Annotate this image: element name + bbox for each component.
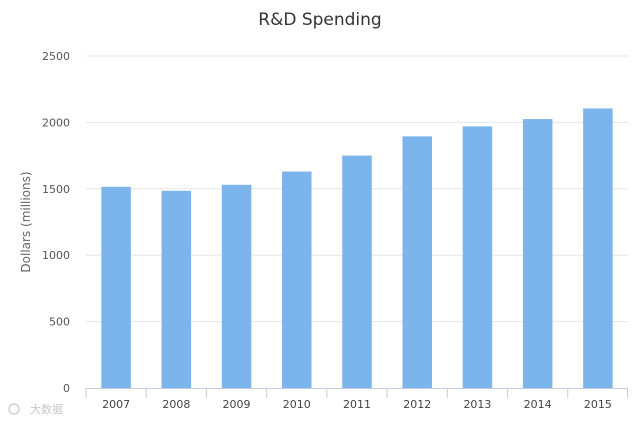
bar-2010 [282,171,312,388]
x-tick-label: 2009 [223,398,251,411]
bar-2013 [462,126,493,388]
watermark-logo-icon [8,403,20,415]
y-tick-label: 2000 [42,116,70,129]
y-tick-label: 1000 [42,249,70,262]
chart-title: R&D Spending [258,10,381,30]
watermark-text: 大数据 [30,402,63,416]
x-tick-label: 2007 [102,398,130,411]
y-tick-label: 500 [49,316,70,329]
x-tick-label: 2015 [584,398,612,411]
x-tick-label: 2008 [162,398,190,411]
bar-2011 [342,155,372,388]
y-tick-label: 0 [63,382,70,395]
y-tick-label: 2500 [42,50,70,63]
x-tick-label: 2012 [403,398,431,411]
y-tick-label: 1500 [42,183,70,196]
bar-2014 [522,119,553,388]
x-tick-label: 2011 [343,398,371,411]
bar-2015 [583,108,613,389]
bar-2007 [101,186,131,388]
x-tick-label: 2010 [283,398,311,411]
bar-2012 [402,136,432,388]
x-axis-ticks: 2007 2008 2009 2010 2011 2012 2013 2014 2015 [85,388,628,411]
bar-2009 [221,184,252,388]
x-tick-label: 2013 [463,398,491,411]
watermark: 大数据 [8,402,63,416]
bar-2008 [161,190,192,388]
y-axis-label: Dollars (millions) [19,171,33,272]
x-tick-label: 2014 [524,398,552,411]
bars-group [101,108,613,389]
